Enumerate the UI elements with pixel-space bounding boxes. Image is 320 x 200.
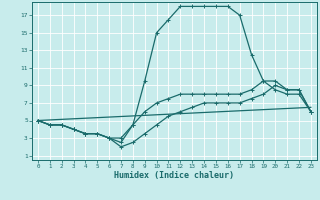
X-axis label: Humidex (Indice chaleur): Humidex (Indice chaleur): [115, 171, 234, 180]
